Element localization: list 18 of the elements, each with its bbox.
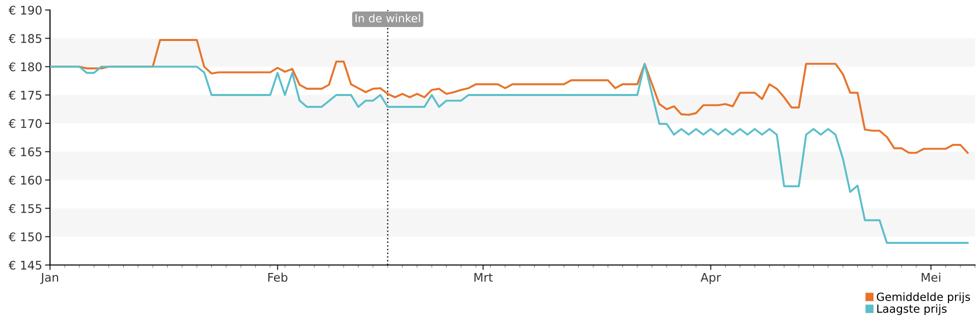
- y-tick-label: € 160: [8, 176, 42, 185]
- x-tick-label: Jan: [40, 273, 58, 284]
- y-tick-label: € 145: [8, 260, 42, 270]
- y-tick-label: € 175: [8, 90, 42, 100]
- x-tick-label: Mei: [922, 272, 940, 282]
- y-tick-label: € 180: [8, 62, 42, 72]
- y-tick-label: € 190: [8, 6, 42, 15]
- x-tick-label: Mrt: [474, 273, 493, 282]
- x-tick-label: Feb: [268, 272, 288, 282]
- ref-line-label: In de winkel: [356, 14, 420, 22]
- legend-label: Laagste prijs: [877, 304, 947, 316]
- legend-label: Gemiddelde prijs: [876, 292, 970, 304]
- y-tick-label: € 185: [8, 34, 42, 43]
- y-tick-label: € 150: [8, 232, 42, 242]
- y-tick-label: € 165: [8, 147, 42, 156]
- y-tick-label: € 170: [8, 119, 42, 128]
- y-tick-label: € 155: [8, 204, 42, 213]
- x-tick-label: Apr: [700, 273, 721, 284]
